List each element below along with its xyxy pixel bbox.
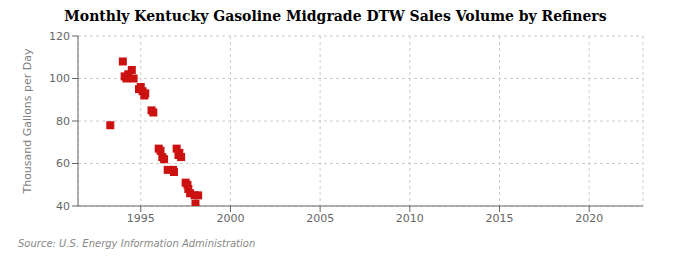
svg-text:2020: 2020: [575, 212, 603, 225]
svg-text:Thousand Gallons per Day: Thousand Gallons per Day: [21, 48, 34, 195]
svg-text:100: 100: [49, 72, 70, 85]
svg-text:2000: 2000: [216, 212, 244, 225]
svg-text:120: 120: [49, 30, 70, 43]
svg-text:1995: 1995: [127, 212, 155, 225]
html-text:Monthly Kentucky Gasoline Midg: Monthly Kentucky Gasoline Midgrade DTW S…: [64, 8, 607, 24]
svg-text:40: 40: [56, 200, 70, 213]
svg-text:2010: 2010: [396, 212, 424, 225]
svg-text:60: 60: [56, 157, 70, 170]
svg-text:2005: 2005: [306, 212, 334, 225]
svg-text:80: 80: [56, 115, 70, 128]
svg-text:2015: 2015: [486, 212, 514, 225]
html-text:Source: U.S. Energy Informatio: Source: U.S. Energy Information Administ…: [18, 238, 256, 249]
